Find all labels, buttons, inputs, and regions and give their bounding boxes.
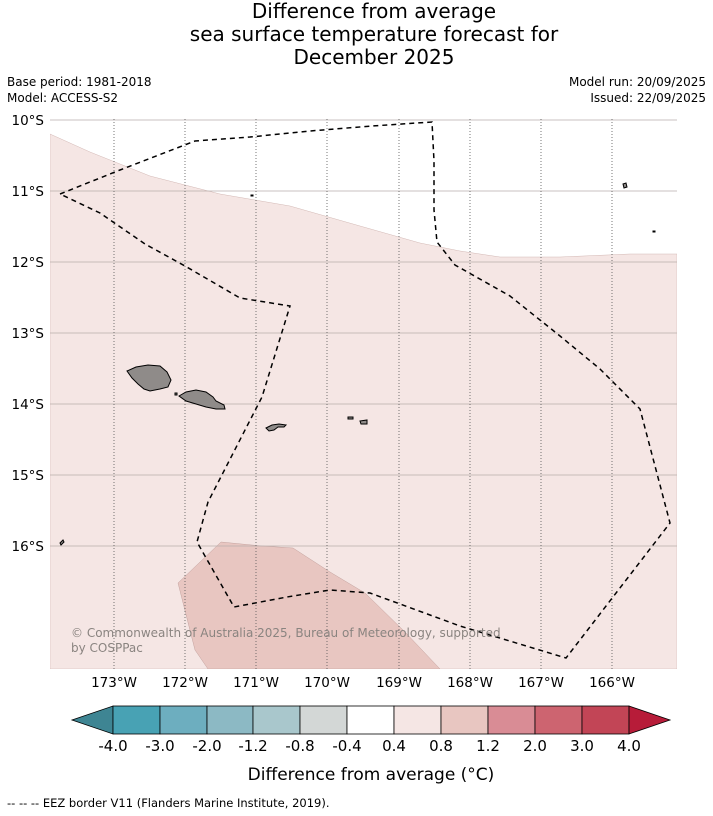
island-tau	[359, 419, 368, 425]
colorbar-segment	[393, 705, 442, 735]
island-tiny-north	[250, 194, 254, 197]
lon-label: 169°W	[376, 675, 422, 691]
lon-label: 170°W	[304, 675, 350, 691]
meta-left: Base period: 1981-2018 Model: ACCESS-S2	[7, 74, 152, 106]
island-tiny-east	[652, 230, 656, 233]
colorbar-tick-label: -2.0	[192, 737, 221, 755]
colorbar-extend-low	[70, 705, 114, 735]
colorbar-tick-label: 4.0	[617, 737, 641, 755]
base-period: Base period: 1981-2018	[7, 75, 152, 89]
colorbar-segment	[206, 705, 254, 735]
colorbar-segment	[440, 705, 489, 735]
title-line-2: sea surface temperature forecast for	[189, 22, 559, 46]
lat-label: 16°S	[12, 539, 45, 555]
colorbar-segment	[534, 705, 583, 735]
eez-border	[58, 121, 671, 659]
island-tutuila	[265, 423, 288, 432]
copyright-notice: © Commonwealth of Australia 2025, Bureau…	[71, 626, 501, 655]
lon-label: 167°W	[518, 675, 564, 691]
anomaly-region-0-8-to-1-2	[177, 541, 441, 669]
colorbar-segment	[112, 705, 161, 735]
island-swains	[622, 182, 628, 189]
issued-date: Issued: 22/09/2025	[590, 91, 706, 105]
lat-label: 12°S	[12, 255, 45, 271]
model-run-date: Model run: 20/09/2025	[568, 75, 706, 89]
lon-label: 172°W	[162, 675, 208, 691]
latitude-labels: 10°S 11°S 12°S 13°S 14°S 15°S 16°S	[12, 113, 45, 555]
lon-label: 171°W	[233, 675, 279, 691]
colorbar-tick-label: -1.2	[238, 737, 267, 755]
colorbar-title: Difference from average (°C)	[248, 765, 495, 785]
latitude-gridlines	[50, 119, 677, 547]
island-ofu-olosega	[347, 416, 354, 420]
model-name: Model: ACCESS-S2	[7, 91, 119, 105]
longitude-labels: 173°W 172°W 171°W 170°W 169°W 168°W 167°…	[91, 675, 635, 691]
colorbar-segment	[299, 705, 348, 735]
anomaly-region-0-4-to-0-8	[50, 133, 677, 669]
colorbar-tick-label: -0.4	[332, 737, 361, 755]
eez-legend-footnote: -- -- -- EEZ border V11 (Flanders Marine…	[7, 796, 330, 810]
colorbar-tick-label: 0.8	[429, 737, 453, 755]
lat-label: 10°S	[12, 113, 45, 129]
colorbar-tick-label: -4.0	[98, 737, 127, 755]
island-savaii	[126, 364, 172, 392]
lon-label: 166°W	[589, 675, 635, 691]
colorbar: -4.0 -3.0 -2.0 -1.2 -0.8 -0.4 0.4 0.8 1.…	[70, 705, 672, 785]
island-upolu	[178, 389, 226, 410]
colorbar-tick-label: -3.0	[145, 737, 174, 755]
colorbar-segment	[252, 705, 301, 735]
lat-label: 13°S	[12, 326, 45, 342]
colorbar-tick-label: -0.8	[285, 737, 314, 755]
meta-right: Model run: 20/09/2025 Issued: 22/09/2025	[569, 74, 706, 106]
island-rose	[59, 539, 65, 546]
colorbar-segment	[159, 705, 208, 735]
colorbar-tick-label: 2.0	[523, 737, 547, 755]
island-apolima	[174, 392, 178, 396]
colorbar-tick-label: 0.4	[382, 737, 406, 755]
colorbar-extend-high	[628, 705, 672, 735]
title-line-1: Difference from average	[251, 0, 497, 23]
lon-label: 173°W	[91, 675, 137, 691]
map-title: Difference from average sea surface temp…	[0, 0, 713, 69]
colorbar-tick-label: 1.2	[476, 737, 500, 755]
colorbar-tick-label: 3.0	[570, 737, 594, 755]
lat-label: 11°S	[12, 184, 45, 200]
lat-label: 15°S	[12, 468, 45, 484]
colorbar-segment	[487, 705, 536, 735]
colorbar-segment	[581, 705, 630, 735]
title-line-3: December 2025	[293, 45, 455, 69]
lat-label: 14°S	[12, 397, 45, 413]
colorbar-segment	[346, 705, 395, 735]
land-masses	[59, 182, 656, 546]
lon-label: 168°W	[447, 675, 493, 691]
